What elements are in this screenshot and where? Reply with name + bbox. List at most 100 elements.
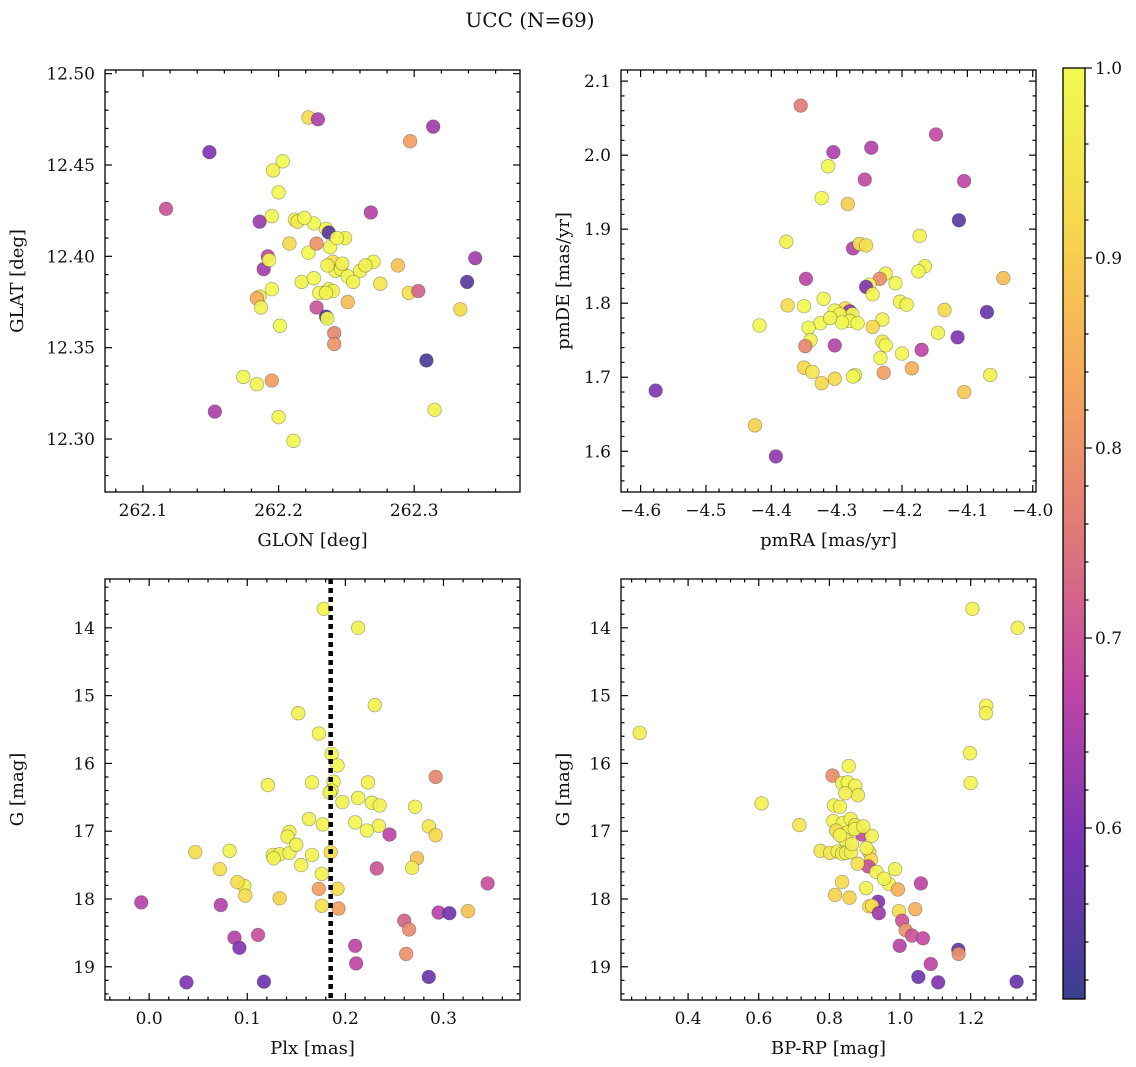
scatter-point xyxy=(816,291,831,306)
scatter-point xyxy=(850,856,865,871)
scatter-point xyxy=(426,119,441,134)
scatter-point xyxy=(894,346,910,361)
scatter-point xyxy=(348,956,364,971)
colorbar-frame xyxy=(1062,67,1086,1000)
y-tick-label: 17 xyxy=(73,822,95,842)
x-tick-label: 0.1 xyxy=(234,1009,261,1029)
scatter-point xyxy=(390,258,406,273)
scatter-point xyxy=(928,127,944,142)
scatter-point xyxy=(796,298,812,314)
scatter-point xyxy=(350,790,366,806)
colorbar-tick-label: 0.8 xyxy=(1095,439,1122,459)
scatter-point xyxy=(286,433,301,449)
points-plx-g xyxy=(134,601,495,990)
scatter-point xyxy=(754,796,769,811)
scatter-point xyxy=(844,836,860,852)
scatter-point xyxy=(318,285,334,301)
panel-pm: −4.6 −4.5 −4.4 −4.3 −4.2 −4.1 −4.0 1.6 1.7 1.8 1.9… xyxy=(553,69,1053,551)
scatter-point xyxy=(951,946,966,962)
scatter-point xyxy=(238,888,253,903)
scatter-point xyxy=(271,185,286,200)
scatter-point xyxy=(335,256,350,271)
scatter-point xyxy=(842,890,857,905)
scatter-point xyxy=(179,975,194,990)
scatter-point xyxy=(331,901,346,916)
scatter-point xyxy=(271,409,286,425)
scatter-point xyxy=(280,829,295,844)
x-tick-label: −4.5 xyxy=(685,501,726,521)
y-tick-label: 12.40 xyxy=(46,247,95,267)
y-tick-label: 12.30 xyxy=(46,430,95,450)
scatter-point xyxy=(372,798,387,813)
x-tick-label: 0.2 xyxy=(332,1009,359,1029)
y-tick-label: 1.9 xyxy=(584,220,611,240)
scatter-point xyxy=(411,283,426,299)
scatter-point xyxy=(301,245,316,260)
scatter-point xyxy=(871,906,887,921)
scatter-point xyxy=(306,271,322,286)
scatter-point xyxy=(956,384,972,400)
scatter-point xyxy=(962,746,978,761)
scatter-point xyxy=(822,310,838,326)
scatter-point xyxy=(260,777,276,793)
scatter-point xyxy=(256,974,272,989)
y-tick-label: 1.8 xyxy=(584,294,611,314)
scatter-point xyxy=(289,837,304,852)
y-tick-label: 2.0 xyxy=(584,146,611,166)
x-axis-label: Plx [mas] xyxy=(270,1038,355,1059)
scatter-point xyxy=(950,330,965,345)
scatter-point xyxy=(850,316,865,331)
scatter-point xyxy=(327,336,342,352)
y-tick-label: 16 xyxy=(73,754,95,774)
scatter-point xyxy=(301,811,317,827)
scatter-point xyxy=(793,98,808,113)
scatter-point xyxy=(937,302,952,318)
y-tick-label: 12.45 xyxy=(46,156,95,176)
y-tick-label: 1.7 xyxy=(584,368,611,388)
y-axis-label: GLAT [deg] xyxy=(7,229,28,333)
scatter-point xyxy=(347,815,363,830)
scatter-point xyxy=(890,882,906,897)
scatter-point xyxy=(407,799,423,814)
scatter-point xyxy=(875,312,890,327)
scatter-point xyxy=(792,817,807,833)
scatter-point xyxy=(923,956,938,972)
y-tick-label: 17 xyxy=(589,822,611,842)
scatter-point xyxy=(382,827,397,842)
scatter-point xyxy=(359,823,375,838)
scatter-point xyxy=(827,338,842,353)
scatter-point xyxy=(314,898,330,913)
scatter-point xyxy=(899,297,914,312)
x-tick-label: 0.3 xyxy=(430,1009,457,1029)
scatter-point xyxy=(421,969,436,985)
scatter-point xyxy=(832,799,848,814)
scatter-point xyxy=(856,819,871,834)
scatter-point xyxy=(951,213,967,228)
scatter-point xyxy=(983,367,998,383)
colorbar-tick-label: 0.6 xyxy=(1095,819,1122,839)
x-axis-label: GLON [deg] xyxy=(257,530,367,551)
axes-frame xyxy=(104,578,521,1001)
points-pm xyxy=(648,98,1011,464)
scatter-point xyxy=(188,845,203,860)
scatter-point xyxy=(480,876,495,891)
colorbar: 0.6 0.7 0.8 0.9 1.0 xyxy=(1062,59,1122,1000)
x-tick-label: 0.4 xyxy=(675,1009,702,1029)
ticks-pm xyxy=(621,70,1036,492)
y-axis-label: pmDE [mas/yr] xyxy=(553,212,574,350)
scatter-point xyxy=(814,190,829,206)
scatter-point xyxy=(252,214,267,229)
panel-plx-g: 0.0 0.1 0.2 0.3 14 15 16 17 18 19 Plx [mas] G [mag] xyxy=(7,578,521,1059)
scatter-point xyxy=(752,318,767,333)
scatter-point xyxy=(1009,974,1024,989)
scatter-point xyxy=(330,758,345,773)
scatter-point xyxy=(956,173,972,189)
scatter-point xyxy=(261,252,277,268)
y-tick-label: 19 xyxy=(589,958,611,978)
scatter-point xyxy=(428,769,443,785)
scatter-point xyxy=(460,903,476,919)
x-tick-label: −4.1 xyxy=(947,501,988,521)
scatter-point xyxy=(401,922,417,937)
y-tick-label: 18 xyxy=(589,890,611,910)
scatter-point xyxy=(335,794,350,810)
